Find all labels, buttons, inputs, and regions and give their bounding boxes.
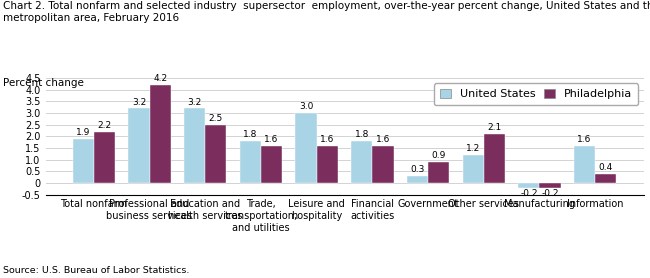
Text: 3.2: 3.2 [188, 98, 202, 106]
Text: 3.2: 3.2 [132, 98, 146, 106]
Bar [407, 176, 428, 183]
Text: 2.5: 2.5 [209, 114, 223, 123]
Bar [595, 173, 616, 183]
Bar [184, 108, 205, 183]
Bar [317, 146, 338, 183]
Bar [240, 141, 261, 183]
Bar [463, 155, 484, 183]
Bar [129, 108, 150, 183]
Text: 1.8: 1.8 [243, 130, 257, 139]
Legend: United States, Philadelphia: United States, Philadelphia [434, 83, 638, 105]
Text: 1.2: 1.2 [466, 144, 480, 153]
Bar [94, 131, 115, 183]
Bar [205, 125, 226, 183]
Text: 3.0: 3.0 [299, 102, 313, 111]
Text: 1.9: 1.9 [76, 128, 90, 137]
Bar [150, 85, 171, 183]
Text: 1.6: 1.6 [265, 135, 279, 144]
Bar [261, 146, 282, 183]
Text: 1.6: 1.6 [376, 135, 390, 144]
Bar [540, 183, 560, 188]
Text: -0.2: -0.2 [541, 189, 559, 198]
Text: metropolitan area, February 2016: metropolitan area, February 2016 [3, 13, 179, 23]
Text: Source: U.S. Bureau of Labor Statistics.: Source: U.S. Bureau of Labor Statistics. [3, 266, 190, 275]
Text: 1.8: 1.8 [355, 130, 369, 139]
Text: 0.9: 0.9 [432, 151, 446, 160]
Bar [296, 113, 317, 183]
Bar [574, 146, 595, 183]
Bar [372, 146, 393, 183]
Text: 4.2: 4.2 [153, 74, 167, 83]
Bar [351, 141, 372, 183]
Bar [518, 183, 540, 188]
Text: 0.3: 0.3 [410, 165, 424, 174]
Bar [73, 138, 94, 183]
Text: 1.6: 1.6 [320, 135, 334, 144]
Text: -0.2: -0.2 [520, 189, 538, 198]
Text: 2.1: 2.1 [488, 123, 501, 132]
Text: 1.6: 1.6 [577, 135, 592, 144]
Text: Chart 2. Total nonfarm and selected industry  supersector  employment, over-the-: Chart 2. Total nonfarm and selected indu… [3, 1, 650, 11]
Bar [428, 162, 449, 183]
Text: 2.2: 2.2 [98, 121, 112, 130]
Text: Percent change: Percent change [3, 78, 84, 88]
Text: 0.4: 0.4 [599, 163, 613, 172]
Bar [484, 134, 505, 183]
